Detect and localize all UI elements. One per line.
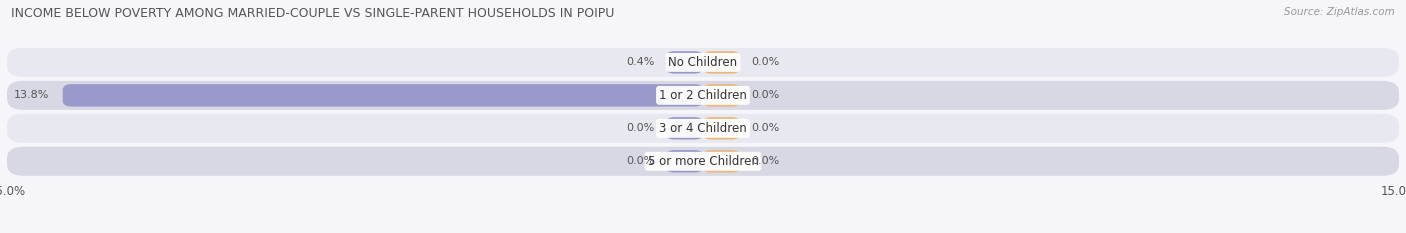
Text: 5 or more Children: 5 or more Children	[648, 155, 758, 168]
FancyBboxPatch shape	[7, 114, 1399, 143]
Text: 3 or 4 Children: 3 or 4 Children	[659, 122, 747, 135]
FancyBboxPatch shape	[703, 150, 740, 172]
Text: 0.0%: 0.0%	[752, 156, 780, 166]
FancyBboxPatch shape	[703, 51, 740, 74]
Text: INCOME BELOW POVERTY AMONG MARRIED-COUPLE VS SINGLE-PARENT HOUSEHOLDS IN POIPU: INCOME BELOW POVERTY AMONG MARRIED-COUPL…	[11, 7, 614, 20]
Text: Source: ZipAtlas.com: Source: ZipAtlas.com	[1284, 7, 1395, 17]
FancyBboxPatch shape	[666, 117, 703, 140]
FancyBboxPatch shape	[703, 84, 740, 106]
Text: 0.0%: 0.0%	[626, 123, 654, 133]
Text: 0.0%: 0.0%	[752, 123, 780, 133]
Text: 0.0%: 0.0%	[752, 90, 780, 100]
FancyBboxPatch shape	[666, 51, 703, 74]
FancyBboxPatch shape	[7, 48, 1399, 77]
Text: No Children: No Children	[668, 56, 738, 69]
Text: 0.0%: 0.0%	[752, 57, 780, 67]
FancyBboxPatch shape	[63, 84, 703, 106]
FancyBboxPatch shape	[703, 117, 740, 140]
Text: 13.8%: 13.8%	[14, 90, 49, 100]
FancyBboxPatch shape	[666, 150, 703, 172]
FancyBboxPatch shape	[7, 147, 1399, 176]
Text: 1 or 2 Children: 1 or 2 Children	[659, 89, 747, 102]
FancyBboxPatch shape	[7, 81, 1399, 110]
Text: 0.4%: 0.4%	[626, 57, 654, 67]
Text: 0.0%: 0.0%	[626, 156, 654, 166]
